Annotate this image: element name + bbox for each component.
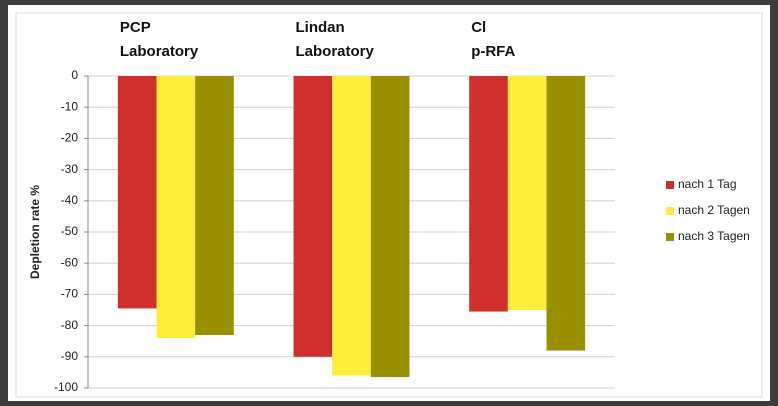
y-tick-label: 0 (71, 68, 78, 82)
category-label: PCP Laboratory (119, 19, 199, 60)
y-tick-label: -90 (61, 349, 79, 363)
bar (195, 76, 234, 335)
bar (156, 76, 196, 339)
y-tick-label: -10 (61, 99, 79, 113)
bar (507, 76, 547, 310)
y-tick-label: -80 (61, 318, 79, 332)
category-text: Lindan Laboratory (295, 19, 374, 60)
category-text: PCP Laboratory (119, 19, 199, 60)
y-tick-label: -20 (61, 131, 79, 145)
bar (469, 76, 508, 312)
category-label: Lindan Laboratory (295, 19, 374, 60)
y-tick-label: -40 (61, 193, 79, 207)
bar (117, 76, 157, 309)
category-label: Cl p-RFA (471, 19, 516, 60)
y-tick-label: -100 (54, 380, 78, 394)
legend-label: nach 3 Tagen (678, 229, 750, 243)
bar (546, 76, 586, 351)
category-text: Cl p-RFA (471, 19, 516, 60)
bar (293, 76, 333, 357)
y-tick-label: -60 (61, 255, 79, 269)
chart-border (15, 12, 763, 398)
legend-swatch (666, 181, 674, 189)
y-tick-label: -70 (61, 287, 79, 301)
legend-label: nach 2 Tagen (678, 203, 750, 217)
y-tick-label: -50 (61, 224, 79, 238)
y-tick-label: -30 (61, 162, 79, 176)
bar (332, 76, 371, 376)
legend-swatch (666, 233, 674, 241)
bar (370, 76, 410, 378)
legend-swatch (666, 207, 674, 215)
legend-label: nach 1 Tag (678, 177, 737, 191)
y-axis-label: Depletion rate % (28, 185, 42, 279)
